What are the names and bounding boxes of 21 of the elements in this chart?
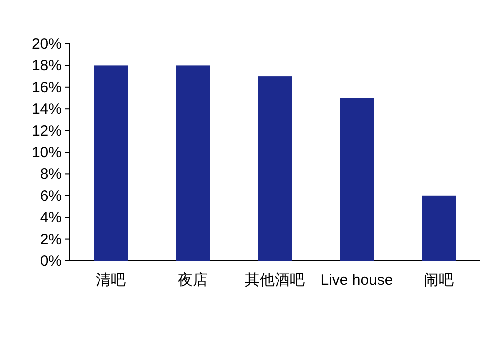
- bar: [94, 66, 128, 261]
- x-tick-label: Live house: [320, 272, 394, 289]
- y-tick-label: 8%: [40, 166, 62, 184]
- y-tick-label: 14%: [32, 101, 62, 118]
- y-tick-label: 12%: [32, 122, 62, 140]
- y-tick-label: 6%: [40, 188, 62, 205]
- x-tick-label: 清吧: [96, 272, 126, 289]
- y-tick-label: 16%: [32, 79, 62, 96]
- y-tick-label: 2%: [40, 231, 62, 248]
- bar: [176, 66, 210, 261]
- x-tick-label: 闹吧: [424, 272, 454, 289]
- y-tick-label: 18%: [32, 58, 62, 75]
- x-tick-label: 夜店: [178, 272, 208, 289]
- y-tick-label: 0%: [40, 253, 62, 270]
- bar: [422, 196, 456, 261]
- bar: [258, 76, 292, 261]
- y-tick-label: 10%: [32, 144, 62, 162]
- y-tick-label: 4%: [40, 210, 62, 227]
- x-tick-label: 其他酒吧: [245, 272, 305, 289]
- bar: [340, 98, 374, 261]
- y-tick-label: 20%: [32, 36, 62, 53]
